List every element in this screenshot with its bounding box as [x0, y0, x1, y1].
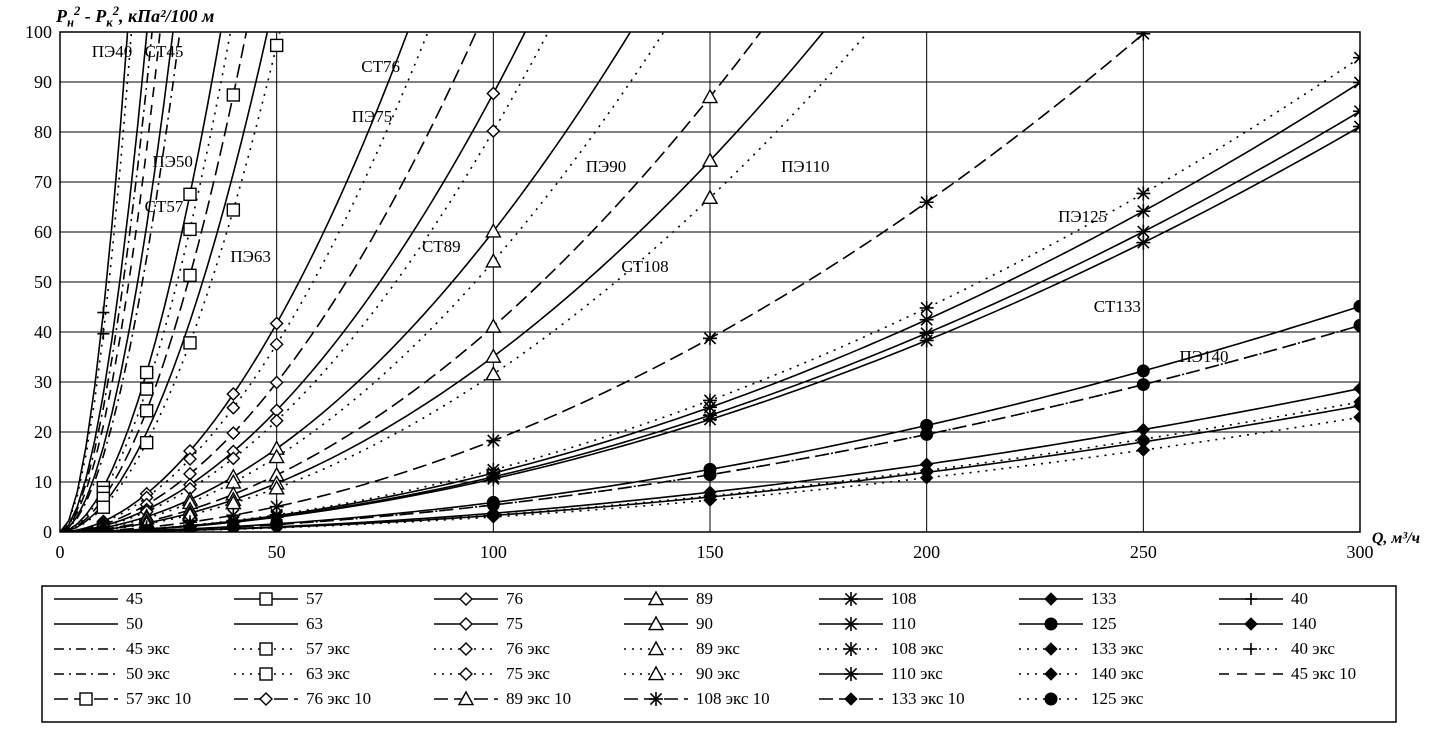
- legend-label: 63 экс: [306, 664, 350, 683]
- svg-text:250: 250: [1130, 542, 1157, 562]
- chart-svg: 0 50 100 150 200 250 300 0 10 20 30 40 50 60 70 80 90 100…: [0, 0, 1438, 739]
- plot-label: ПЭ125: [1058, 207, 1107, 226]
- svg-text:60: 60: [34, 222, 52, 242]
- legend-label: 133 экс: [1091, 639, 1144, 658]
- legend-label: 133: [1091, 589, 1117, 608]
- legend-label: 76 экс: [506, 639, 550, 658]
- legend-label: 45: [126, 589, 143, 608]
- svg-text:80: 80: [34, 122, 52, 142]
- plot-label: ПЭ110: [781, 157, 829, 176]
- plot-label: СТ89: [422, 237, 461, 256]
- legend-label: 75 экс: [506, 664, 550, 683]
- legend-label: 50 экс: [126, 664, 170, 683]
- svg-text:100: 100: [480, 542, 507, 562]
- svg-text:50: 50: [268, 542, 286, 562]
- legend-label: 57: [306, 589, 324, 608]
- legend-label: 57 экс: [306, 639, 350, 658]
- plot-label: СТ57: [145, 197, 184, 216]
- legend-label: 110 экс: [891, 664, 943, 683]
- svg-text:70: 70: [34, 172, 52, 192]
- plot-label: СТ133: [1094, 297, 1141, 316]
- plot-label: ПЭ63: [230, 247, 271, 266]
- svg-text:300: 300: [1347, 542, 1374, 562]
- svg-text:20: 20: [34, 422, 52, 442]
- legend-label: 50: [126, 614, 143, 633]
- svg-text:0: 0: [56, 542, 65, 562]
- legend-label: 40: [1291, 589, 1308, 608]
- legend-label: 90 экс: [696, 664, 740, 683]
- legend-label: 108 экс 10: [696, 689, 770, 708]
- legend-label: 108 экс: [891, 639, 944, 658]
- legend-label: 140 экс: [1091, 664, 1144, 683]
- legend-label: 110: [891, 614, 916, 633]
- legend-label: 133 экс 10: [891, 689, 965, 708]
- legend-label: 125 экс: [1091, 689, 1144, 708]
- svg-text:150: 150: [697, 542, 724, 562]
- plot-label: ПЭ75: [352, 107, 393, 126]
- plot-label: ПЭ140: [1180, 347, 1229, 366]
- legend-label: 125: [1091, 614, 1117, 633]
- svg-text:10: 10: [34, 472, 52, 492]
- legend-label: 108: [891, 589, 917, 608]
- legend-label: 89 экс 10: [506, 689, 571, 708]
- svg-text:30: 30: [34, 372, 52, 392]
- svg-text:200: 200: [913, 542, 940, 562]
- plot-label: ПЭ40: [92, 42, 133, 61]
- legend-label: 45 экс 10: [1291, 664, 1356, 683]
- svg-text:90: 90: [34, 72, 52, 92]
- plot-label: СТ45: [145, 42, 184, 61]
- legend-label: 76: [506, 589, 523, 608]
- legend-label: 75: [506, 614, 523, 633]
- plot-label: СТ108: [621, 257, 668, 276]
- legend-label: 45 экс: [126, 639, 170, 658]
- legend-label: 90: [696, 614, 713, 633]
- legend-label: 140: [1291, 614, 1317, 633]
- legend-label: 57 экс 10: [126, 689, 191, 708]
- legend-label: 40 экс: [1291, 639, 1335, 658]
- legend-label: 76 экс 10: [306, 689, 371, 708]
- y-axis-label: Pн2 - Pк2, кПа²/100 м: [56, 4, 214, 31]
- legend-label: 89: [696, 589, 713, 608]
- svg-text:0: 0: [43, 522, 52, 542]
- legend-label: 63: [306, 614, 323, 633]
- legend-label: 89 экс: [696, 639, 740, 658]
- svg-text:100: 100: [25, 22, 52, 42]
- svg-text:50: 50: [34, 272, 52, 292]
- plot-label: ПЭ50: [152, 152, 193, 171]
- svg-text:40: 40: [34, 322, 52, 342]
- plot-label: ПЭ90: [586, 157, 627, 176]
- chart-root: Pн2 - Pк2, кПа²/100 м Q, м³/ч 0501001502…: [0, 0, 1438, 739]
- plot-label: СТ76: [361, 57, 400, 76]
- x-axis-label: Q, м³/ч: [1372, 530, 1420, 548]
